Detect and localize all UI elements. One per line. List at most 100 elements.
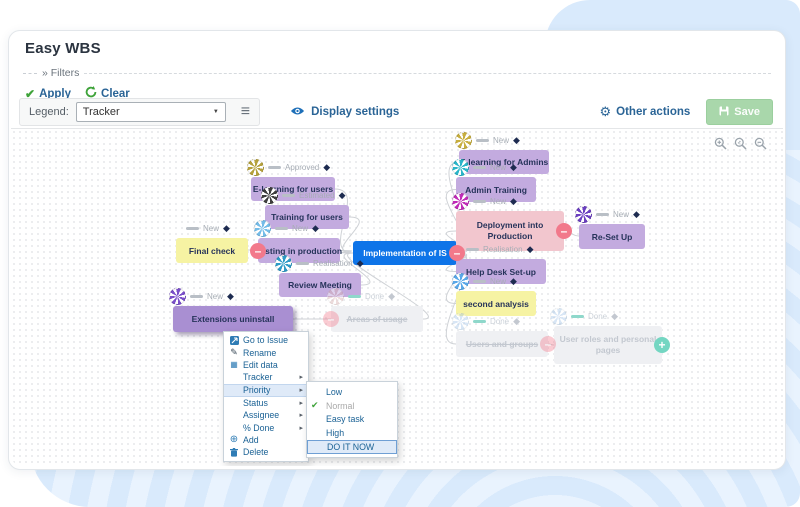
node-box[interactable]: Review Meeting [279,273,361,297]
menu-item-tracker[interactable]: Tracker ▸ [224,371,308,383]
display-settings-button[interactable]: Display settings [290,103,399,121]
apply-button[interactable]: ✔ Apply [25,87,72,101]
edit-icon: ▦ [230,360,238,370]
assignee-avatar-icon [261,186,278,204]
filter-actions: ✔ Apply Clear [25,85,130,103]
minus-toggle-button[interactable]: – [323,311,339,327]
assignee-avatar-icon [452,272,469,290]
save-button[interactable]: Save [706,99,773,125]
minus-toggle-button[interactable]: – [250,242,266,259]
node-status: New [490,276,507,286]
node-box[interactable]: second analysis [456,291,536,316]
node-status: New [292,223,309,233]
submenu-item-low[interactable]: Low [307,385,397,399]
divider [84,72,771,74]
priority-submenu: Low ✔ Normal Easy task High DO IT NOW [306,381,398,458]
minus-toggle-button[interactable]: – [556,223,572,239]
node-status: Done [365,291,385,301]
menu-item-priority[interactable]: Priority ▸ [224,383,308,397]
node-box[interactable]: Areas of usage [331,306,423,332]
filters-toggle[interactable]: » Filters [42,67,80,79]
legend-select[interactable]: Tracker ▼ [75,102,226,122]
submenu-arrow-icon: ▸ [299,374,303,382]
wbs-node-n7: Done ◆ Areas of usage [327,287,423,332]
node-label: Deployment into Production [476,220,544,241]
context-menu: Go to Issue ✎ Rename ▦ Edit data Tracker ▸ Prio… [223,331,309,462]
menu-item-rename[interactable]: ✎ Rename [224,346,308,358]
status-dash [275,226,288,230]
assignee-avatar-icon [254,219,271,237]
menu-item-delete[interactable]: Delete [224,446,308,458]
gear-icon: ⚙ [599,104,612,119]
node-status-row: Done ◆ [452,312,520,330]
zoom-controls [714,137,767,150]
node-status: Done [588,311,608,321]
other-actions-button[interactable]: ⚙ Other actions [599,104,691,119]
node-status: New [203,223,220,233]
status-diamond-icon: ◆ [526,243,534,254]
wbs-node-n3: New ◆ Final check [176,223,248,263]
status-diamond-icon: ◆ [513,134,520,145]
node-label: second analysis [463,298,529,309]
wbs-canvas[interactable]: Go to Issue ✎ Rename ▦ Edit data Tracker ▸ Prio… [11,128,783,466]
node-status-row: New ◆ [254,219,319,237]
submenu-item-label: Normal [326,400,355,411]
node-box[interactable]: Deployment into Production [456,211,564,251]
plus-toggle-button[interactable]: + [654,337,670,353]
node-box[interactable]: Re-Set Up [579,224,645,249]
menu-item-label: Status [243,397,268,408]
node-box[interactable]: Final check [176,238,248,263]
node-status-row: New ◆ [455,131,520,149]
menu-item-add[interactable]: ⊕ Add [224,434,308,446]
zoom-in-icon[interactable] [714,137,727,150]
minus-toggle-button[interactable]: – [540,336,556,352]
assignee-avatar-icon [575,205,592,223]
submenu-item-normal[interactable]: ✔ Normal [307,399,397,413]
menu-icon[interactable]: ≡ [240,103,251,120]
save-icon [719,106,729,119]
submenu-item-easy-task[interactable]: Easy task [307,413,397,427]
menu-item-status[interactable]: Status ▸ [224,397,308,409]
node-label: Users and groups [465,339,539,349]
menu-item-assignee[interactable]: Assignee ▸ [224,409,308,421]
toolbar: Legend: Tracker ▼ ≡ Display settings ⚙ O… [19,97,773,127]
submenu-arrow-icon: ▸ [299,412,303,420]
node-box[interactable]: Testing in production [256,238,342,263]
node-label: Areas of usage [346,314,408,324]
zoom-fit-icon[interactable] [734,137,747,150]
legend-panel: Legend: Tracker ▼ ≡ [19,98,261,126]
minus-toggle-button[interactable]: – [449,245,465,261]
node-box[interactable]: Admin Training [456,177,536,202]
zoom-out-icon[interactable] [754,137,767,150]
wbs-node-n15: Done ◆ User roles and personal pages [550,307,662,364]
status-dash [282,193,295,197]
node-label: Implementation of IS [363,248,447,258]
node-status: Realisation [483,244,523,254]
status-dash [186,226,199,230]
divider [23,72,37,74]
node-box[interactable]: User roles and personal pages [554,326,662,364]
status-diamond-icon: ◆ [611,310,619,321]
node-label: E-learning for Admins [459,157,549,167]
menu-item-go-to-issue[interactable]: Go to Issue [224,334,308,346]
node-box[interactable]: Training for users [265,205,349,229]
node-box[interactable]: Extensions uninstall [173,306,293,332]
node-box[interactable]: Users and groups [456,331,548,357]
node-status: Realisation [313,258,353,268]
clear-button[interactable]: Clear [85,85,130,103]
submenu-item-do-it-now[interactable]: DO IT NOW [307,440,397,454]
wbs-node-n4: New ◆ Testing in production [254,219,342,263]
submenu-item-high[interactable]: High [307,426,397,440]
delete-icon [229,447,239,457]
assignee-avatar-icon [169,287,186,305]
node-label: Extensions uninstall [191,314,275,324]
menu-item--done[interactable]: % Done ▸ [224,421,308,433]
status-dash [190,294,203,298]
status-diamond-icon: ◆ [223,222,230,233]
node-box[interactable]: E-learning for Admins [459,150,549,174]
status-dash [466,247,479,251]
node-box[interactable]: Implementation of IS [353,241,457,265]
node-status: Approved [285,162,320,172]
menu-item-edit-data[interactable]: ▦ Edit data [224,359,308,371]
node-box[interactable]: Help Desk Set-up [456,259,546,284]
